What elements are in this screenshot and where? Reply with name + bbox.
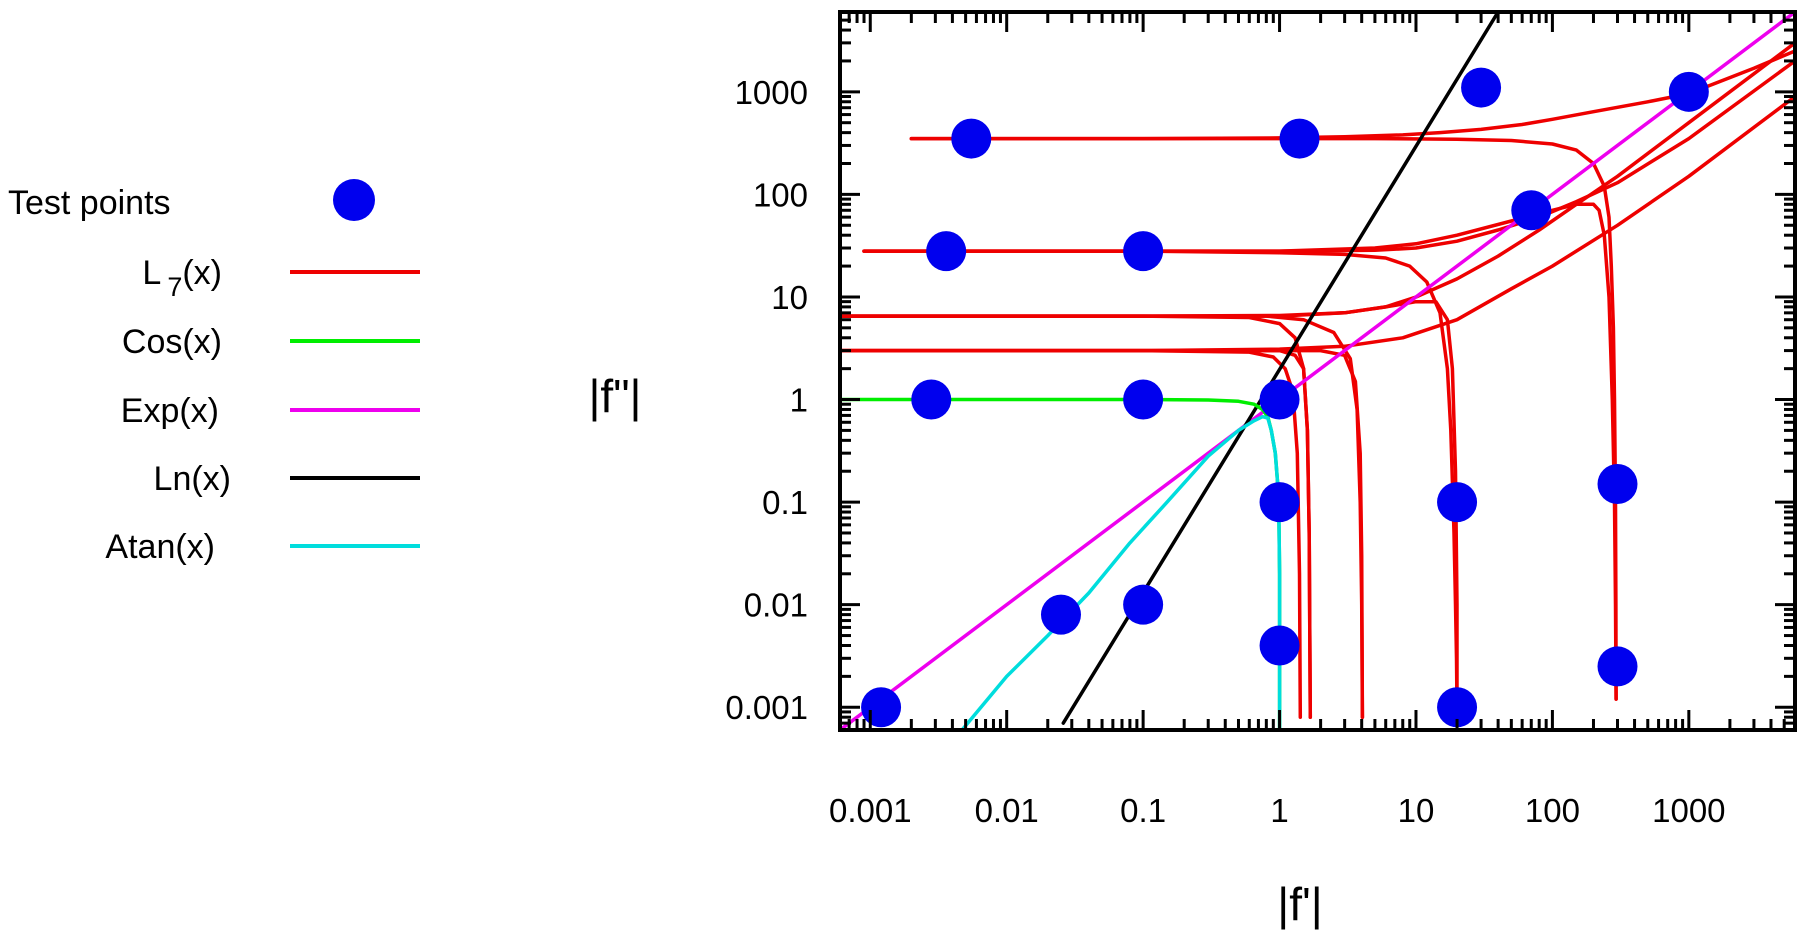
test-point <box>1511 190 1552 231</box>
series-line-l7-x <box>840 94 1795 353</box>
test-point <box>1259 482 1300 523</box>
y-tick-label: 0.001 <box>725 689 808 726</box>
legend: Test points L 7(x) Cos(x) Exp(x) Ln(x) Atan(x) <box>8 179 420 566</box>
series-line-l7-x <box>862 59 1795 253</box>
legend-item-test-points: Test points <box>8 179 375 222</box>
series-line-l7-x <box>840 348 1303 719</box>
y-tick-label: 1000 <box>735 74 808 111</box>
x-tick-label: 0.01 <box>975 792 1039 829</box>
y-tick-label: 100 <box>753 176 808 213</box>
test-point <box>1597 464 1638 505</box>
y-tick-label: 10 <box>771 279 808 316</box>
legend-label: Test points <box>8 184 171 222</box>
test-point <box>1437 482 1478 523</box>
series-line-l7-x <box>840 41 1795 318</box>
test-point <box>861 687 902 728</box>
y-axis-title: |f"| <box>588 370 641 422</box>
test-point <box>1259 379 1300 420</box>
series-line-l7-x <box>840 299 1459 709</box>
x-tick-label: 10 <box>1398 792 1435 829</box>
x-tick-label: 0.001 <box>829 792 912 829</box>
legend-label: Exp(x) <box>121 392 219 430</box>
x-tick-label: 1 <box>1270 792 1288 829</box>
test-point <box>1123 584 1164 625</box>
legend-label: Ln(x) <box>154 460 231 498</box>
y-tick-label: 1 <box>790 382 808 419</box>
test-point <box>1668 71 1709 112</box>
test-point <box>1123 379 1164 420</box>
test-point <box>1597 646 1638 687</box>
series-line-l7-x <box>862 202 1618 701</box>
test-point <box>1040 594 1081 635</box>
y-tick-label: 0.01 <box>744 587 808 624</box>
legend-item-l: L 7(x) <box>142 254 420 302</box>
legend-label: Cos(x) <box>122 323 222 361</box>
test-point <box>1279 118 1320 159</box>
test-point <box>951 118 992 159</box>
axes: 0.001 0.01 0.1 1 10 100 1000 0.001 0.01 0.1 1 10 100… <box>725 10 1797 829</box>
x-tick-label: 1000 <box>1652 792 1725 829</box>
series-line-l7-x <box>909 49 1795 141</box>
legend-item-ln-x: Ln(x) <box>154 460 420 498</box>
y-tick-label: 0.1 <box>762 484 808 521</box>
test-point <box>1437 687 1478 728</box>
x-tick-label: 0.1 <box>1120 792 1166 829</box>
plot-frame <box>838 10 1797 732</box>
x-axis-title: |f'| <box>1277 878 1322 930</box>
test-point <box>1259 625 1300 666</box>
legend-item-atan-x: Atan(x) <box>105 528 420 566</box>
series-line-l7-x <box>862 249 1459 709</box>
x-tick-label: 100 <box>1525 792 1580 829</box>
series-group <box>840 12 1795 730</box>
legend-item-cos-x: Cos(x) <box>122 323 420 361</box>
legend-marker <box>333 179 375 221</box>
test-point <box>1123 231 1164 272</box>
plot-area <box>840 12 1795 730</box>
legend-item-exp-x: Exp(x) <box>121 392 420 430</box>
series-line-l7-x <box>840 348 1313 719</box>
legend-label: L 7(x) <box>142 254 222 302</box>
series-line-l7-x <box>840 314 1313 719</box>
test-point <box>926 231 967 272</box>
series-line-atan-x <box>960 414 1282 730</box>
test-point <box>1461 67 1502 108</box>
legend-label: Atan(x) <box>105 528 215 566</box>
test-point <box>911 379 952 420</box>
series-line-exp-x <box>840 12 1795 730</box>
